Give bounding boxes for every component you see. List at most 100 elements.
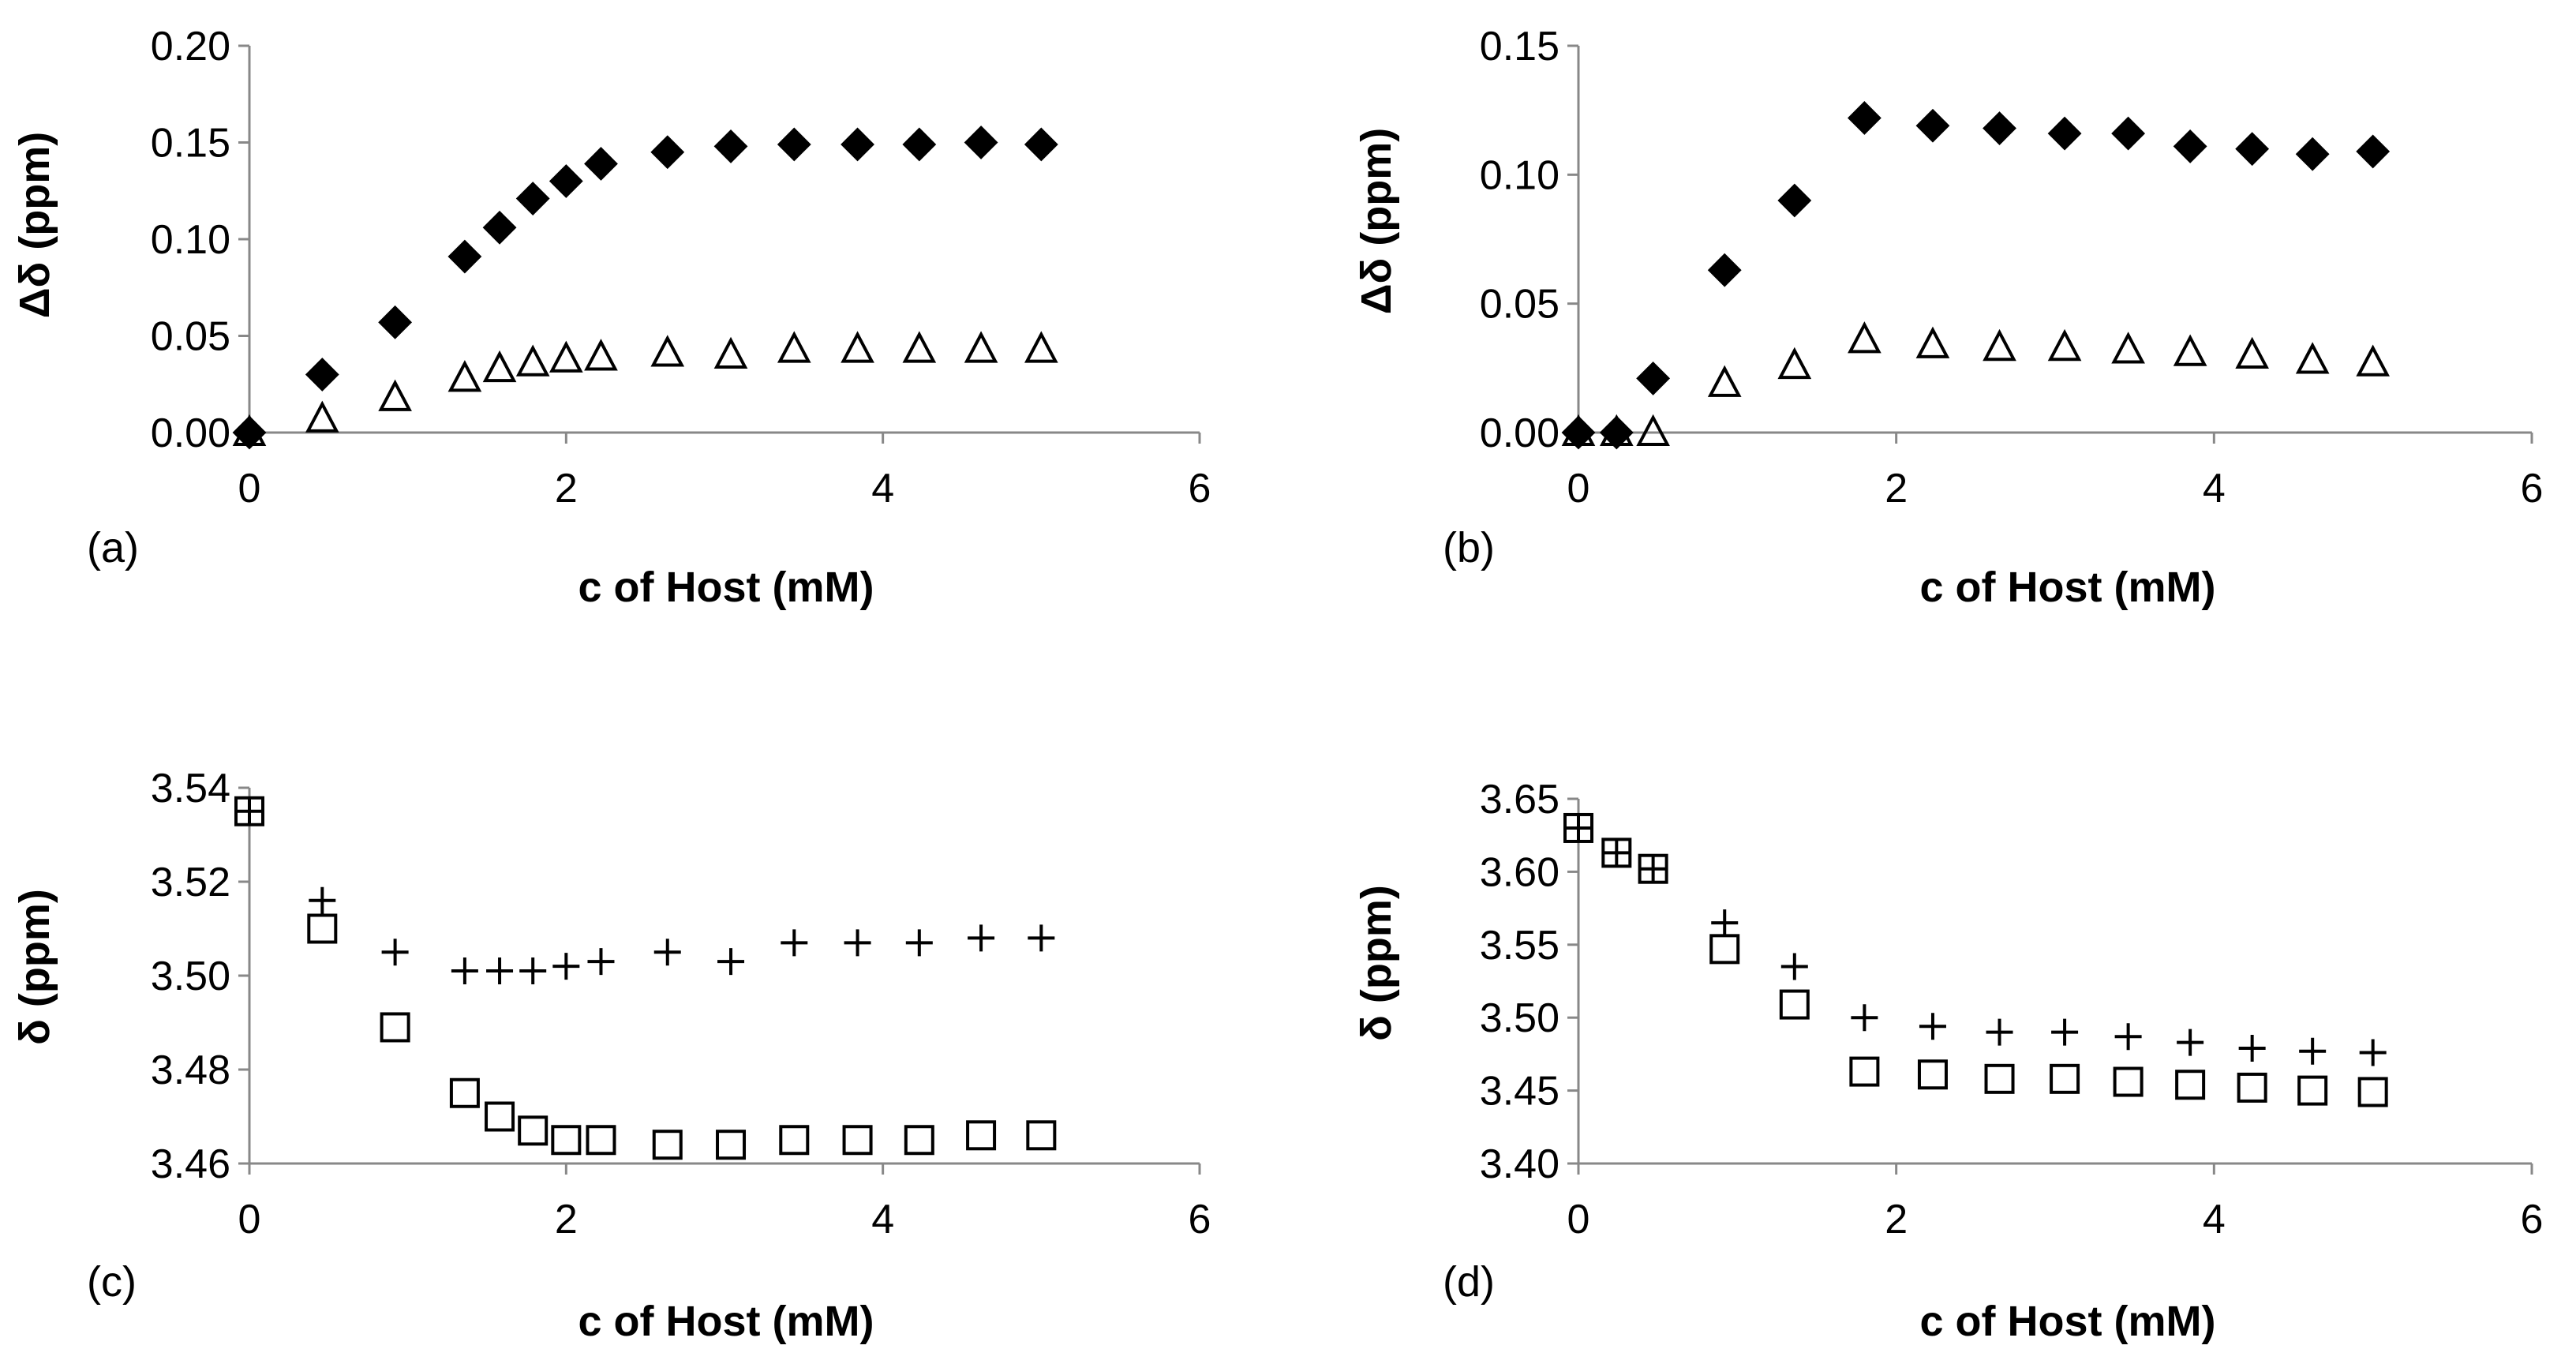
panel-b-y-axis-title: Δδ (ppm): [1353, 128, 1400, 315]
panel-b-point-triangle-open: [1707, 365, 1742, 397]
panel-a-x-tick-label: 2: [555, 466, 578, 512]
panel-a-point-triangle-open: [1024, 331, 1058, 363]
panel-b-point-triangle-open: [1777, 347, 1812, 380]
panel-b-y-tick-label: 0.15: [1480, 24, 1559, 69]
panel-d-point-plus: [1603, 839, 1631, 867]
panel-d-point-plus: [1851, 1004, 1878, 1032]
panel-b-point-diamond-filled: [2047, 116, 2082, 151]
panel-d-plot: 3.40 3.45 3.50 3.55 3.60 3.65 0 2 4 6: [1480, 777, 2544, 1242]
panel-c-point-square-open: [652, 1130, 683, 1160]
panel-a-point-diamond-filled: [713, 129, 748, 163]
panel-b-point-diamond-filled: [2173, 129, 2207, 163]
panel-a-point-triangle-open: [584, 339, 618, 371]
panel-c-point-square-open: [380, 1012, 410, 1043]
panel-b-x-tick-label: 4: [2203, 466, 2226, 512]
panel-c-point-plus: [781, 929, 808, 957]
panel-b-point-triangle-open: [1599, 414, 1634, 446]
panel-d-y-tick-label: 3.60: [1480, 849, 1559, 895]
panel-c-point-square-open: [449, 1077, 480, 1108]
panel-a-series-diamond-filled: [232, 126, 1058, 450]
panel-c-x-tick-label: 4: [871, 1197, 894, 1242]
panel-b-point-triangle-open: [1983, 328, 2016, 362]
panel-c-point-plus: [717, 948, 745, 976]
panel-c-point-square-open: [904, 1125, 934, 1156]
panel-b-point-triangle-open: [2111, 332, 2145, 364]
panel-a-y-axis-title: Δδ (ppm): [11, 132, 58, 319]
panel-d-point-square-open: [1779, 989, 1810, 1020]
panel-d-point-square-open: [1984, 1063, 2015, 1094]
panel-d-point-square-open: [1638, 853, 1668, 884]
panel-b-point-diamond-filled: [1561, 415, 1596, 450]
panel-c-point-square-open: [234, 796, 264, 826]
panel-c-point-square-open: [842, 1125, 873, 1156]
panel-a-point-triangle-open: [549, 340, 583, 373]
panel-d-point-square-open: [1709, 934, 1740, 965]
panel-b-point-diamond-filled: [2356, 134, 2391, 169]
panel-d-point-square-open: [2237, 1072, 2267, 1103]
panel-d-point-plus: [2359, 1039, 2387, 1066]
panel-a-y-tick-label: 0.10: [151, 217, 230, 263]
panel-d-point-square-open: [2297, 1075, 2328, 1106]
panel-d-y-tick-label: 3.45: [1480, 1069, 1559, 1115]
panel-b-x-axis-title: c of Host (mM): [1920, 564, 2216, 611]
panel-c-series-plus: [236, 797, 1055, 985]
panel-d-point-square-open: [1563, 812, 1593, 843]
panel-d: 3.40 3.45 3.50 3.55 3.60 3.65 0 2 4 6 (d) c of Ho…: [1353, 777, 2543, 1345]
panel-d-point-square-open: [1917, 1059, 1948, 1090]
panel-b-y-tick-label: 0.00: [1480, 410, 1559, 456]
panel-b-point-triangle-open: [1561, 414, 1596, 446]
panel-b-point-triangle-open: [2295, 342, 2330, 374]
panel-d-point-plus: [1639, 855, 1667, 882]
panel-a-y-tick-label: 0.00: [151, 410, 230, 456]
panel-d-x-tick-label: 4: [2203, 1197, 2226, 1242]
panel-d-point-square-open: [2175, 1070, 2206, 1100]
panel-c-point-plus: [381, 939, 409, 966]
panel-d-point-square-open: [2357, 1077, 2388, 1107]
panel-c-x-tick-label: 2: [555, 1197, 578, 1242]
panel-c-point-square-open: [1026, 1120, 1057, 1151]
panel-c-point-plus: [486, 957, 514, 985]
panel-a-point-diamond-filled: [841, 127, 874, 162]
panel-d-y-tick-label: 3.40: [1480, 1141, 1559, 1187]
panel-c-plot: 3.46 3.48 3.50 3.52 3.54 0 2 4 6: [151, 766, 1211, 1242]
panel-d-series-square-open: [1563, 812, 2388, 1107]
panel-d-x-tick-label: 0: [1567, 1197, 1590, 1242]
panel-d-point-plus: [1986, 1018, 2013, 1046]
panel-a-point-diamond-filled: [515, 182, 550, 215]
panel-b-point-diamond-filled: [1707, 253, 1742, 287]
panel-a-point-triangle-open: [378, 379, 412, 411]
panel-a-point-diamond-filled: [777, 127, 811, 162]
panel-c-point-square-open: [586, 1125, 616, 1156]
panel-b-point-triangle-open: [2356, 344, 2390, 377]
panel-b-point-diamond-filled: [2235, 132, 2270, 167]
panel-c-point-square-open: [966, 1120, 997, 1151]
panel-d-y-tick-label: 3.50: [1480, 995, 1559, 1041]
panel-d-series-plus: [1565, 814, 2387, 1066]
panel-c-y-tick-label: 3.54: [151, 766, 230, 811]
panel-b-point-diamond-filled: [2295, 137, 2330, 171]
panel-b-point-diamond-filled: [1636, 361, 1671, 395]
panel-c-point-square-open: [518, 1115, 549, 1146]
panel-b-point-triangle-open: [2173, 334, 2207, 366]
panel-a-point-diamond-filled: [378, 305, 413, 339]
panel-a-point-triangle-open: [964, 331, 998, 363]
panel-a-point-diamond-filled: [964, 126, 998, 159]
panel-a-x-tick-label: 4: [871, 466, 894, 512]
panel-c-point-plus: [587, 948, 615, 976]
panel-a-point-diamond-filled: [584, 147, 618, 181]
panel-a-point-diamond-filled: [1024, 127, 1058, 162]
panel-d-point-plus: [2299, 1037, 2327, 1065]
panel-c-point-plus: [552, 953, 580, 980]
panel-b-point-triangle-open: [2047, 328, 2082, 362]
panel-c-point-plus: [236, 797, 263, 825]
panel-c-x-tick-label: 0: [238, 1197, 261, 1242]
panel-c-x-axis-title: c of Host (mM): [578, 1298, 874, 1345]
panel-b-y-tick-label: 0.05: [1480, 282, 1559, 328]
panel-a-y-tick-label: 0.05: [151, 314, 230, 360]
panel-c-point-plus: [844, 929, 871, 957]
panel-b-x-tick-label: 2: [1885, 466, 1908, 512]
panel-b-series-triangle-open: [1561, 321, 2390, 446]
panel-a-point-diamond-filled: [650, 135, 685, 170]
panel-b-point-diamond-filled: [1915, 108, 1950, 143]
panel-c-point-plus: [905, 929, 933, 957]
